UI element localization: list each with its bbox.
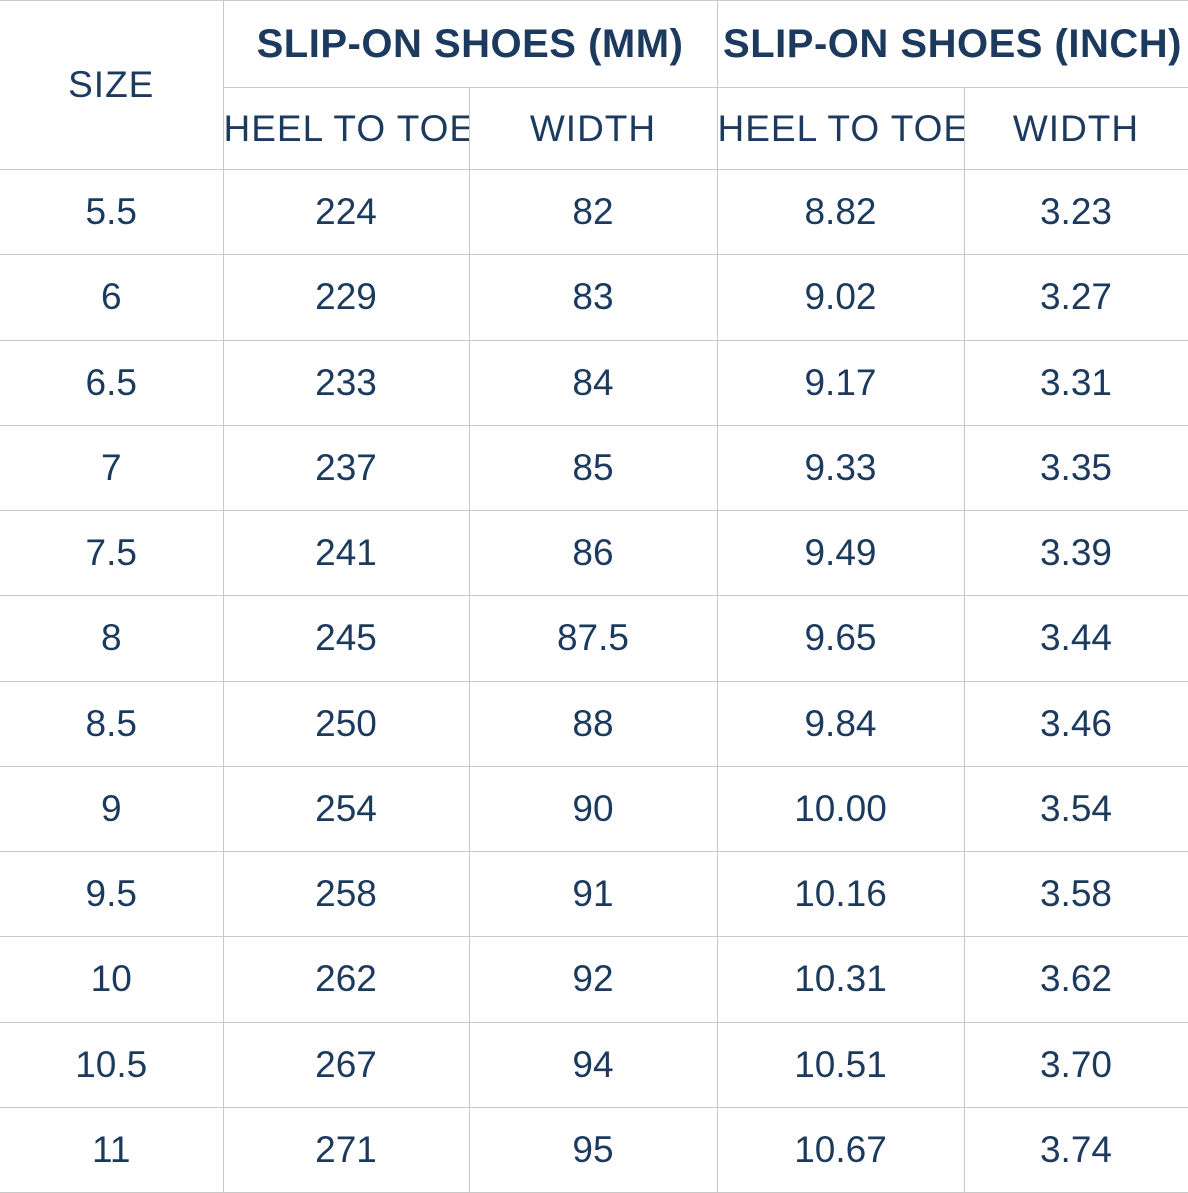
table-row: 11 271 95 10.67 3.74 <box>0 1106 1188 1193</box>
cell-inch-width: 3.44 <box>963 595 1188 682</box>
cell-mm-heel: 254 <box>222 765 470 853</box>
cell-mm-width: 95 <box>468 1106 718 1193</box>
cell-mm-width: 84 <box>468 339 718 426</box>
cell-mm-width: 90 <box>468 765 718 853</box>
cell-inch-heel: 10.16 <box>716 850 965 938</box>
cell-inch-heel: 10.51 <box>716 1021 965 1108</box>
cell-size: 11 <box>0 1106 224 1193</box>
table-row: 10.5 267 94 10.51 3.70 <box>0 1021 1188 1108</box>
cell-mm-width: 87.5 <box>468 595 718 682</box>
cell-inch-width: 3.27 <box>963 254 1188 341</box>
cell-inch-heel: 8.82 <box>716 168 965 256</box>
cell-inch-heel: 10.00 <box>716 765 965 853</box>
cell-size: 7 <box>0 424 224 512</box>
table-row: 6.5 233 84 9.17 3.31 <box>0 339 1188 426</box>
table-header: SIZE SLIP-ON SHOES (MM) SLIP-ON SHOES (I… <box>0 0 1188 170</box>
cell-inch-width: 3.35 <box>963 424 1188 512</box>
inch-heel-to-toe-header: HEEL TO TOE <box>716 87 965 170</box>
cell-mm-heel: 245 <box>222 595 470 682</box>
group-header-mm: SLIP-ON SHOES (MM) <box>222 0 718 88</box>
cell-size: 9 <box>0 765 224 853</box>
cell-inch-width: 3.62 <box>963 936 1188 1023</box>
table-row: 8 245 87.5 9.65 3.44 <box>0 595 1188 682</box>
cell-mm-width: 82 <box>468 168 718 256</box>
cell-inch-width: 3.70 <box>963 1021 1188 1108</box>
table-row: 9 254 90 10.00 3.54 <box>0 765 1188 853</box>
table-row: 10 262 92 10.31 3.62 <box>0 936 1188 1023</box>
cell-inch-width: 3.74 <box>963 1106 1188 1193</box>
cell-size: 8 <box>0 595 224 682</box>
cell-size: 8.5 <box>0 680 224 767</box>
table-row: 8.5 250 88 9.84 3.46 <box>0 680 1188 767</box>
size-column-header: SIZE <box>0 0 224 170</box>
cell-inch-heel: 10.67 <box>716 1106 965 1193</box>
cell-inch-width: 3.58 <box>963 850 1188 938</box>
cell-mm-width: 85 <box>468 424 718 512</box>
cell-mm-width: 86 <box>468 509 718 597</box>
table-row: 9.5 258 91 10.16 3.58 <box>0 850 1188 938</box>
cell-inch-width: 3.23 <box>963 168 1188 256</box>
cell-inch-width: 3.54 <box>963 765 1188 853</box>
cell-inch-heel: 9.65 <box>716 595 965 682</box>
mm-heel-to-toe-header: HEEL TO TOE <box>222 87 470 170</box>
inch-width-header: WIDTH <box>963 87 1188 170</box>
cell-mm-width: 94 <box>468 1021 718 1108</box>
cell-size: 9.5 <box>0 850 224 938</box>
cell-inch-width: 3.31 <box>963 339 1188 426</box>
cell-inch-heel: 9.02 <box>716 254 965 341</box>
cell-mm-heel: 241 <box>222 509 470 597</box>
cell-inch-heel: 9.17 <box>716 339 965 426</box>
cell-mm-heel: 233 <box>222 339 470 426</box>
header-row-groups: SIZE SLIP-ON SHOES (MM) SLIP-ON SHOES (I… <box>0 0 1188 170</box>
cell-mm-heel: 224 <box>222 168 470 256</box>
cell-size: 10.5 <box>0 1021 224 1108</box>
cell-size: 10 <box>0 936 224 1023</box>
cell-mm-width: 83 <box>468 254 718 341</box>
table-body: 5.5 224 82 8.82 3.23 6 229 83 9.02 3.27 6.5 233 84 9.… <box>0 168 1188 1193</box>
cell-inch-heel: 9.84 <box>716 680 965 767</box>
cell-mm-heel: 250 <box>222 680 470 767</box>
cell-size: 5.5 <box>0 168 224 256</box>
cell-inch-heel: 9.49 <box>716 509 965 597</box>
cell-mm-heel: 271 <box>222 1106 470 1193</box>
table-row: 7.5 241 86 9.49 3.39 <box>0 509 1188 597</box>
cell-mm-heel: 262 <box>222 936 470 1023</box>
cell-size: 7.5 <box>0 509 224 597</box>
cell-mm-width: 92 <box>468 936 718 1023</box>
cell-inch-heel: 9.33 <box>716 424 965 512</box>
cell-size: 6.5 <box>0 339 224 426</box>
group-header-inch: SLIP-ON SHOES (INCH) <box>716 0 1188 88</box>
cell-inch-width: 3.46 <box>963 680 1188 767</box>
cell-inch-width: 3.39 <box>963 509 1188 597</box>
cell-inch-heel: 10.31 <box>716 936 965 1023</box>
cell-size: 6 <box>0 254 224 341</box>
table-row: 6 229 83 9.02 3.27 <box>0 254 1188 341</box>
cell-mm-heel: 267 <box>222 1021 470 1108</box>
cell-mm-width: 91 <box>468 850 718 938</box>
cell-mm-width: 88 <box>468 680 718 767</box>
table-row: 7 237 85 9.33 3.35 <box>0 424 1188 512</box>
cell-mm-heel: 229 <box>222 254 470 341</box>
cell-mm-heel: 237 <box>222 424 470 512</box>
mm-width-header: WIDTH <box>468 87 718 170</box>
table-row: 5.5 224 82 8.82 3.23 <box>0 168 1188 256</box>
cell-mm-heel: 258 <box>222 850 470 938</box>
